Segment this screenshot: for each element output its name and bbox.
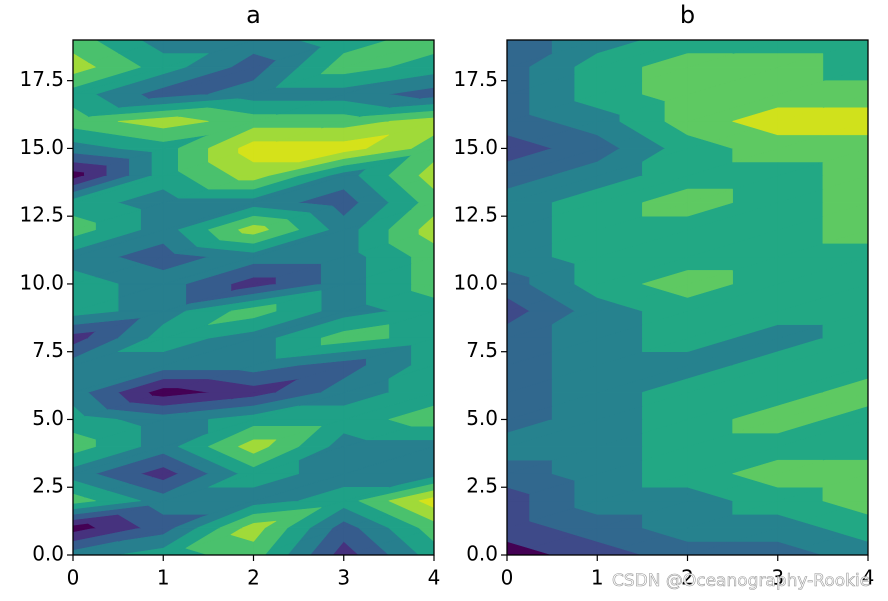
contour-fill bbox=[73, 161, 108, 173]
contour-fill bbox=[418, 497, 434, 502]
contour-fill bbox=[73, 127, 119, 145]
contour-fill bbox=[73, 505, 149, 521]
y-tick-label: 0.0 bbox=[466, 542, 498, 566]
y-tick-label: 2.5 bbox=[466, 474, 498, 498]
contour-fill bbox=[822, 310, 868, 339]
contour-fill bbox=[777, 53, 824, 68]
contour-fill bbox=[822, 175, 868, 203]
x-tick-label: 2 bbox=[247, 566, 260, 590]
contour-fill bbox=[388, 148, 434, 176]
contour-fill bbox=[388, 364, 434, 393]
contour-fill bbox=[253, 520, 277, 529]
y-tick-label: 12.5 bbox=[19, 203, 64, 227]
contour-fill bbox=[388, 202, 434, 231]
contour-fill bbox=[253, 40, 322, 61]
contour-fill bbox=[343, 134, 390, 149]
panel-title: b bbox=[680, 1, 695, 29]
contour-fill bbox=[551, 40, 598, 54]
contour-fill bbox=[253, 439, 277, 447]
contour-fill bbox=[777, 107, 824, 122]
contour-fill bbox=[162, 53, 209, 68]
contour-fill bbox=[343, 229, 360, 258]
contour-fill bbox=[298, 40, 345, 48]
contour-fill bbox=[418, 161, 434, 176]
contour-fill bbox=[151, 148, 164, 176]
x-tick-label: 0 bbox=[501, 566, 514, 590]
contour-fill bbox=[388, 490, 434, 502]
y-tick-label: 17.5 bbox=[19, 67, 64, 91]
contour-fill bbox=[822, 148, 868, 176]
x-tick-label: 4 bbox=[428, 566, 441, 590]
contour-fill bbox=[73, 53, 89, 68]
contour-fill bbox=[687, 188, 733, 203]
y-tick-label: 15.0 bbox=[19, 135, 64, 159]
x-tick-label: 1 bbox=[157, 566, 170, 590]
y-tick-label: 10.0 bbox=[19, 270, 64, 294]
contour-fill bbox=[73, 270, 96, 285]
contour-fill bbox=[253, 141, 277, 149]
contour-area bbox=[507, 40, 868, 555]
contour-fill bbox=[343, 40, 434, 68]
contour-fill bbox=[73, 215, 96, 231]
contour-fill bbox=[507, 40, 553, 68]
y-tick-label: 0.0 bbox=[32, 542, 64, 566]
y-tick-label: 17.5 bbox=[453, 67, 498, 91]
x-tick-label: 2 bbox=[681, 566, 694, 590]
contour-fill bbox=[162, 364, 254, 371]
contour-fill bbox=[73, 152, 130, 166]
panel-title: a bbox=[246, 1, 261, 29]
contour-fill bbox=[822, 378, 868, 393]
contour-fill bbox=[822, 473, 868, 502]
watermark: CSDN @Oceanography-Rookie bbox=[612, 571, 870, 591]
y-tick-label: 12.5 bbox=[453, 203, 498, 227]
contour-fill bbox=[162, 412, 187, 420]
contour-fill bbox=[388, 117, 434, 122]
x-tick-label: 3 bbox=[337, 566, 350, 590]
y-tick-label: 5.0 bbox=[466, 406, 498, 430]
contour-fill bbox=[253, 114, 277, 122]
contour-fill bbox=[253, 224, 266, 231]
contour-fill bbox=[343, 486, 390, 502]
contour-fill bbox=[73, 107, 89, 122]
x-tick-label: 1 bbox=[591, 566, 604, 590]
x-tick-label: 4 bbox=[862, 566, 875, 590]
y-tick-label: 10.0 bbox=[453, 270, 498, 294]
y-tick-label: 7.5 bbox=[32, 338, 64, 362]
contour-fill bbox=[388, 405, 434, 420]
contour-fill bbox=[687, 53, 733, 68]
contour-fill bbox=[343, 114, 360, 122]
x-tick-label: 3 bbox=[771, 566, 784, 590]
y-tick-label: 5.0 bbox=[32, 406, 64, 430]
x-tick-label: 0 bbox=[67, 566, 80, 590]
contour-area bbox=[73, 40, 434, 555]
contour-fill bbox=[253, 303, 277, 312]
contour-fill bbox=[73, 432, 96, 447]
contour-fill bbox=[73, 317, 141, 334]
contour-fill bbox=[687, 270, 733, 285]
contour-fill bbox=[596, 40, 688, 68]
contour-fill bbox=[411, 256, 434, 285]
contour-fill bbox=[253, 405, 299, 420]
contour-fill bbox=[418, 215, 434, 231]
contour-fill bbox=[162, 148, 179, 176]
y-tick-label: 15.0 bbox=[453, 135, 498, 159]
contour-fill bbox=[73, 541, 119, 555]
contour-fill bbox=[822, 202, 868, 231]
contour-fill bbox=[358, 483, 434, 502]
contour-fill bbox=[73, 493, 85, 502]
contour-fill bbox=[162, 116, 179, 122]
contour-fill bbox=[343, 324, 390, 339]
y-tick-label: 2.5 bbox=[32, 474, 64, 498]
contour-fill bbox=[73, 405, 85, 420]
contour-fill bbox=[507, 446, 598, 461]
contour-fill bbox=[411, 337, 434, 366]
contour-fill bbox=[777, 459, 824, 474]
contour-fill bbox=[73, 514, 119, 526]
y-tick-label: 7.5 bbox=[466, 338, 498, 362]
